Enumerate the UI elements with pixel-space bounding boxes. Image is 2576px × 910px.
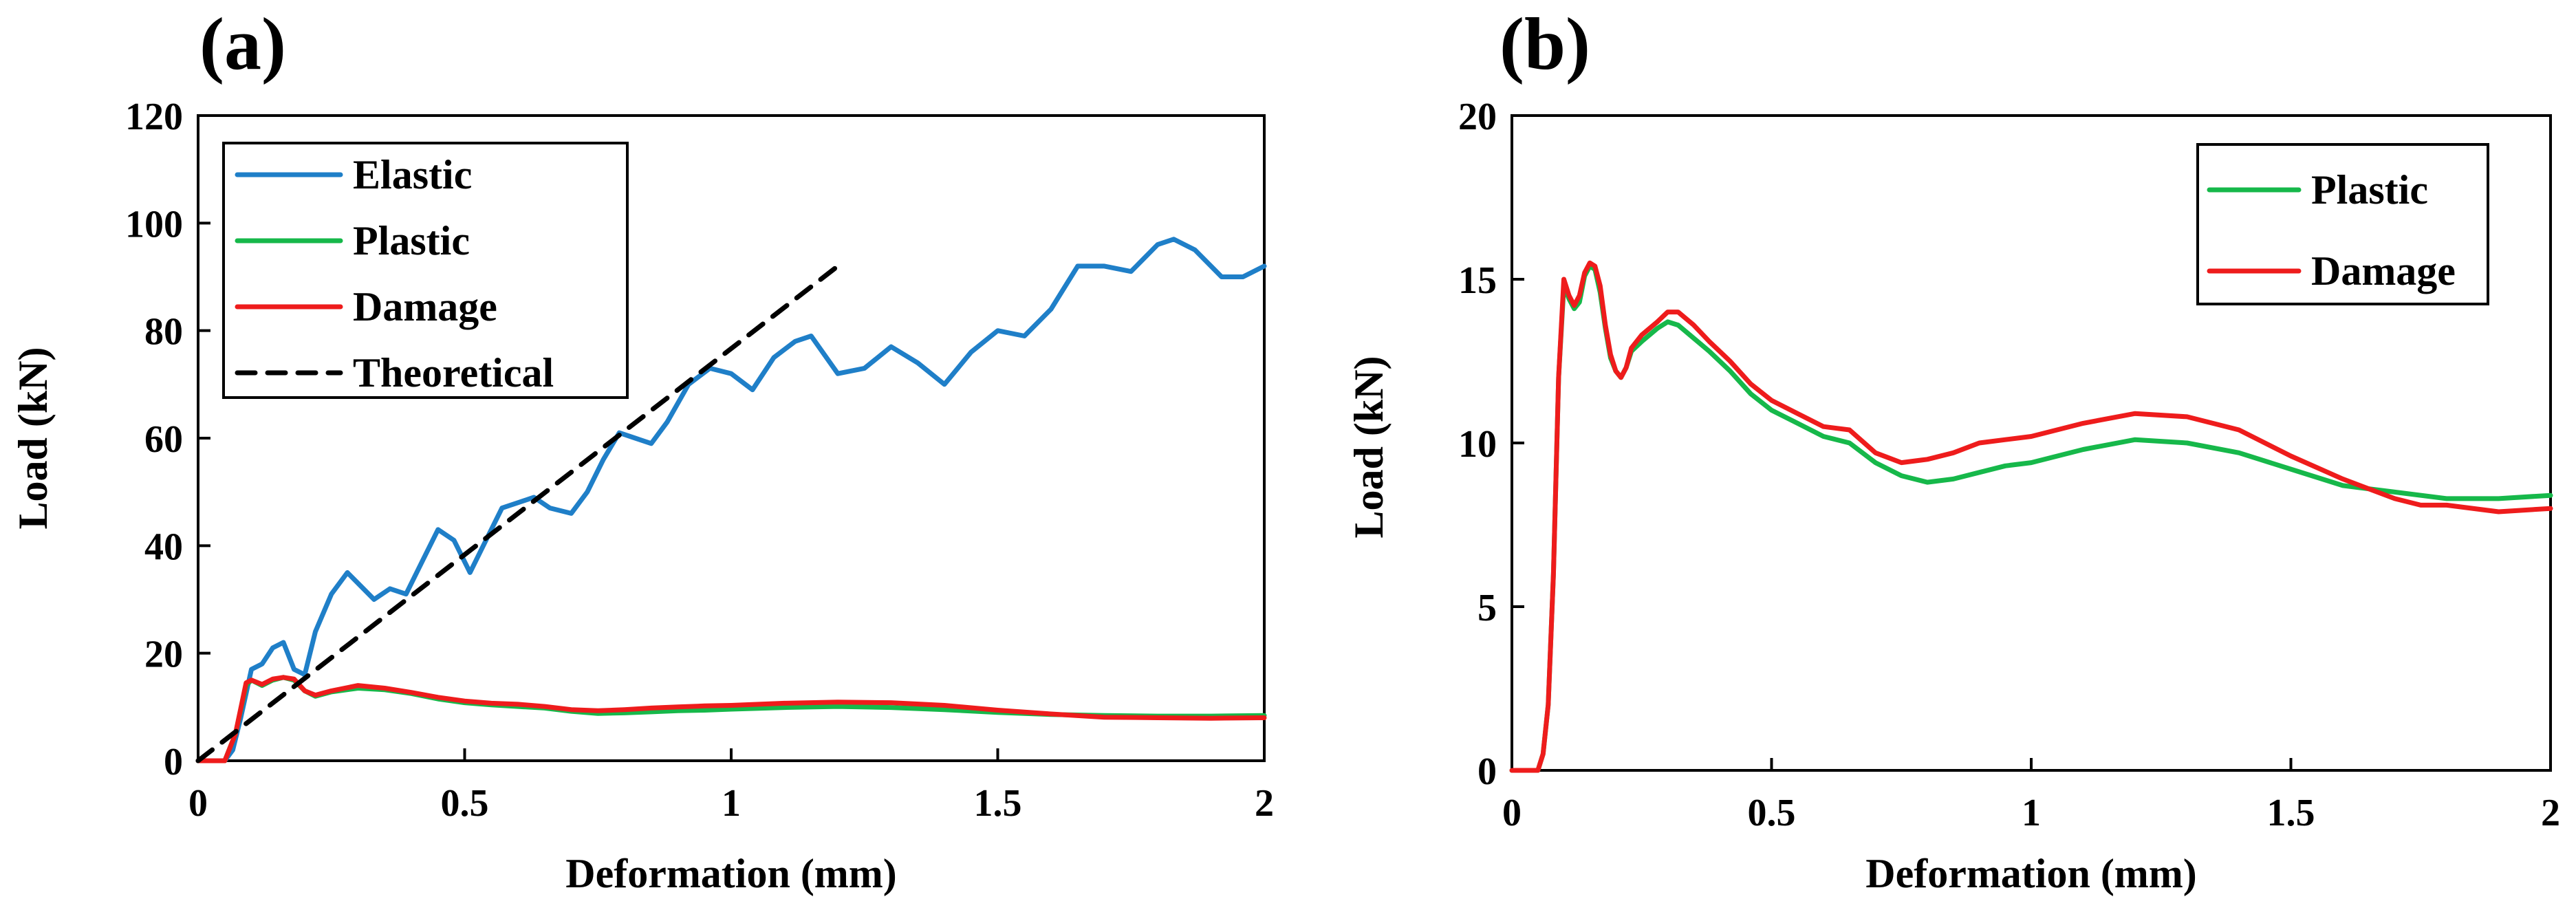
x-tick-label: 1 xyxy=(2022,792,2041,834)
x-tick-label: 0.5 xyxy=(441,782,489,825)
series-line-plastic xyxy=(1509,263,2553,773)
legend-b: Plastic Damage xyxy=(2196,143,2489,305)
x-tick-label: 2 xyxy=(2541,792,2560,834)
y-tick-label: 80 xyxy=(144,311,183,354)
axis-ticks-b: 0 5 10 15 20 0 0.5 1 1.5 2 xyxy=(1458,96,2560,834)
y-tick-label: 60 xyxy=(144,418,183,461)
x-tick-label: 1 xyxy=(722,782,741,825)
y-axis-title-b: Load (kN) xyxy=(1346,356,1392,538)
y-axis-title-a: Load (kN) xyxy=(10,347,56,529)
panel-label-b: (b) xyxy=(1500,3,1590,85)
y-tick-label: 0 xyxy=(1478,750,1497,793)
x-tick-label: 0 xyxy=(1502,792,1522,834)
y-tick-label: 20 xyxy=(1458,96,1497,138)
y-tick-label: 40 xyxy=(144,526,183,568)
series-group-a xyxy=(195,237,1267,763)
y-tick-label: 100 xyxy=(125,203,183,246)
y-tick-label: 5 xyxy=(1478,587,1497,629)
legend-label-elastic: Elastic xyxy=(353,152,472,197)
legend-a: Elastic Plastic Damage Theoretical xyxy=(222,142,629,399)
series-line-damage xyxy=(195,675,1267,763)
chart-panel-a: (a) 0 20 40 60 80 100 120 0 0.5 1 1.5 2 Deformation… xyxy=(10,3,1274,896)
legend-label-damage: Damage xyxy=(2311,248,2456,294)
legend-label-theoretical: Theoretical xyxy=(353,350,554,396)
y-tick-label: 10 xyxy=(1458,423,1497,466)
x-tick-label: 0 xyxy=(188,782,208,825)
y-tick-label: 0 xyxy=(164,741,183,783)
series-group-b xyxy=(1509,260,2553,773)
y-tick-label: 15 xyxy=(1458,259,1497,302)
legend-label-plastic: Plastic xyxy=(353,218,470,263)
y-tick-label: 120 xyxy=(125,96,183,138)
panel-label-a: (a) xyxy=(199,3,286,85)
x-tick-label: 1.5 xyxy=(974,782,1022,825)
chart-panel-b: (b) 0 5 10 15 20 0 0.5 1 1.5 2 Deformation (mm) L… xyxy=(1346,3,2560,896)
plot-area-b xyxy=(1511,114,2552,772)
x-tick-label: 2 xyxy=(1255,782,1274,825)
y-tick-label: 20 xyxy=(144,633,183,676)
x-tick-label: 0.5 xyxy=(1748,792,1796,834)
series-line-damage xyxy=(1509,260,2553,773)
legend-label-damage: Damage xyxy=(353,284,497,329)
axis-ticks-a: 0 20 40 60 80 100 120 0 0.5 1 1.5 2 xyxy=(125,96,1274,825)
x-tick-label: 1.5 xyxy=(2267,792,2315,834)
series-line-elastic xyxy=(195,237,1267,763)
legend-box-b xyxy=(2196,143,2489,305)
plot-area-a xyxy=(197,114,1266,762)
legend-box-a xyxy=(222,142,629,399)
x-axis-title-a: Deformation (mm) xyxy=(565,851,897,896)
x-axis-title-b: Deformation (mm) xyxy=(1865,851,2197,896)
series-line-theoretical xyxy=(195,263,841,763)
legend-label-plastic: Plastic xyxy=(2311,167,2428,213)
